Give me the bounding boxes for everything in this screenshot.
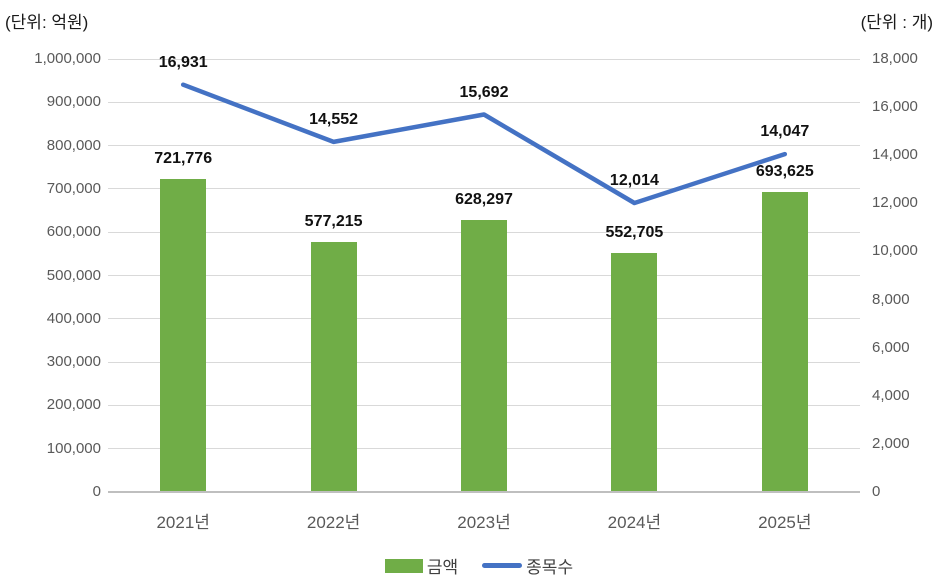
left-axis-unit-label: (단위: 억원) bbox=[5, 13, 89, 32]
right-axis-tick-label: 12,000 bbox=[872, 194, 918, 212]
left-axis-tick-label: 900,000 bbox=[46, 93, 101, 111]
left-axis-tick-label: 400,000 bbox=[46, 309, 101, 327]
bar-2023년 bbox=[461, 219, 507, 491]
right-axis-tick-label: 16,000 bbox=[872, 98, 918, 116]
left-axis-tick-label: 300,000 bbox=[46, 353, 101, 371]
bar-series-swatch-icon bbox=[384, 558, 423, 573]
right-axis-tick-label: 0 bbox=[872, 483, 881, 500]
right-axis-tick-label: 18,000 bbox=[872, 50, 918, 67]
bar-data-label: 552,705 bbox=[605, 223, 664, 241]
bar-data-label: 721,776 bbox=[154, 150, 213, 168]
line-data-label: 12,014 bbox=[609, 171, 659, 189]
legend-item-line: 종목수 bbox=[482, 553, 573, 578]
line-data-label: 14,047 bbox=[760, 123, 810, 141]
bar-2024년 bbox=[611, 252, 658, 491]
left-axis-tick-label: 600,000 bbox=[46, 223, 101, 241]
left-axis-tick-label: 0 bbox=[92, 483, 101, 500]
bar-2022년 bbox=[310, 242, 357, 491]
line-series-path bbox=[180, 82, 788, 206]
right-axis-tick-label: 4,000 bbox=[872, 386, 910, 404]
line-data-label: 14,552 bbox=[309, 110, 359, 128]
legend: 금액 종목수 bbox=[10, 553, 938, 578]
line-data-label: 16,931 bbox=[158, 53, 208, 71]
x-axis-label: 2022년 bbox=[306, 513, 361, 532]
legend-line-label: 종목수 bbox=[526, 558, 574, 577]
x-axis-label: 2025년 bbox=[758, 513, 812, 532]
line-data-label: 15,692 bbox=[459, 83, 509, 101]
right-axis-tick-label: 2,000 bbox=[872, 434, 910, 452]
bar-data-label: 577,215 bbox=[304, 213, 363, 231]
x-axis-line bbox=[108, 491, 860, 493]
legend-bar-label: 금액 bbox=[426, 558, 459, 577]
left-axis-tick-label: 200,000 bbox=[46, 396, 101, 414]
line-series-swatch-icon bbox=[482, 563, 523, 568]
gridline bbox=[108, 188, 860, 190]
bar-2021년 bbox=[160, 179, 207, 491]
right-axis-tick-label: 8,000 bbox=[872, 290, 910, 308]
right-axis-unit-label: (단위 : 개) bbox=[860, 13, 933, 32]
gridline bbox=[108, 58, 860, 60]
left-axis-tick-label: 500,000 bbox=[46, 266, 101, 284]
gridline bbox=[108, 101, 860, 103]
left-axis-tick-label: 700,000 bbox=[46, 179, 101, 197]
left-axis-tick-label: 800,000 bbox=[46, 136, 101, 154]
legend-item-bar: 금액 bbox=[384, 553, 459, 578]
gridline bbox=[108, 145, 860, 147]
left-axis-tick-label: 1,000,000 bbox=[34, 50, 101, 67]
bar-data-label: 693,625 bbox=[755, 162, 814, 180]
left-axis-tick-label: 100,000 bbox=[46, 439, 101, 457]
bar-2025년 bbox=[761, 191, 808, 491]
x-axis-label: 2024년 bbox=[607, 513, 662, 532]
right-axis-tick-label: 10,000 bbox=[872, 242, 918, 260]
x-axis-label: 2023년 bbox=[457, 513, 511, 532]
right-axis-tick-label: 14,000 bbox=[872, 146, 918, 164]
right-axis-tick-label: 6,000 bbox=[872, 338, 910, 356]
bar-data-label: 628,297 bbox=[455, 190, 513, 208]
x-axis-label: 2021년 bbox=[156, 513, 210, 532]
